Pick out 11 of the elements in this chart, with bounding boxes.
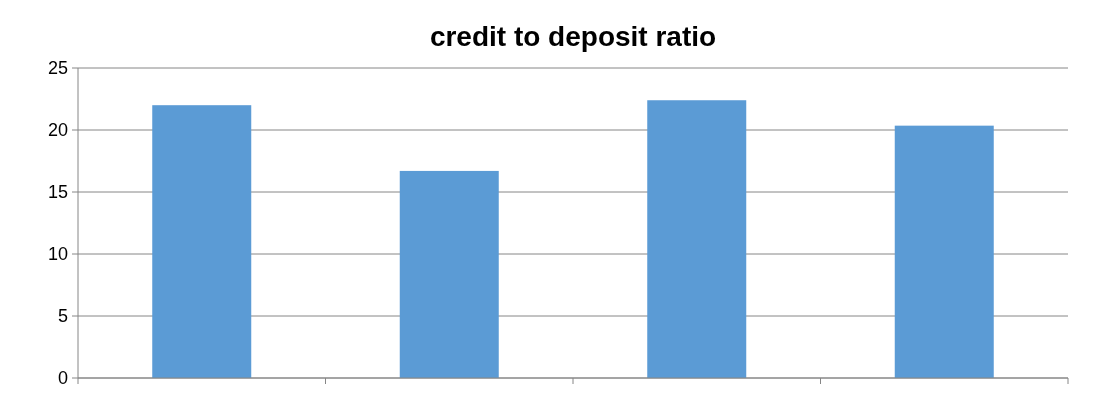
- y-tick-label: 5: [57, 306, 68, 327]
- y-tick-label: 15: [47, 182, 68, 203]
- y-tick-label: 10: [47, 244, 68, 265]
- bar: [894, 125, 994, 378]
- y-tick-label: 20: [47, 120, 68, 141]
- chart-title: credit to deposit ratio: [429, 21, 717, 52]
- y-tick-label: 0: [57, 368, 68, 389]
- bar: [399, 170, 499, 378]
- bar: [152, 105, 252, 378]
- bar: [647, 100, 747, 378]
- y-tick-label: 25: [47, 58, 68, 79]
